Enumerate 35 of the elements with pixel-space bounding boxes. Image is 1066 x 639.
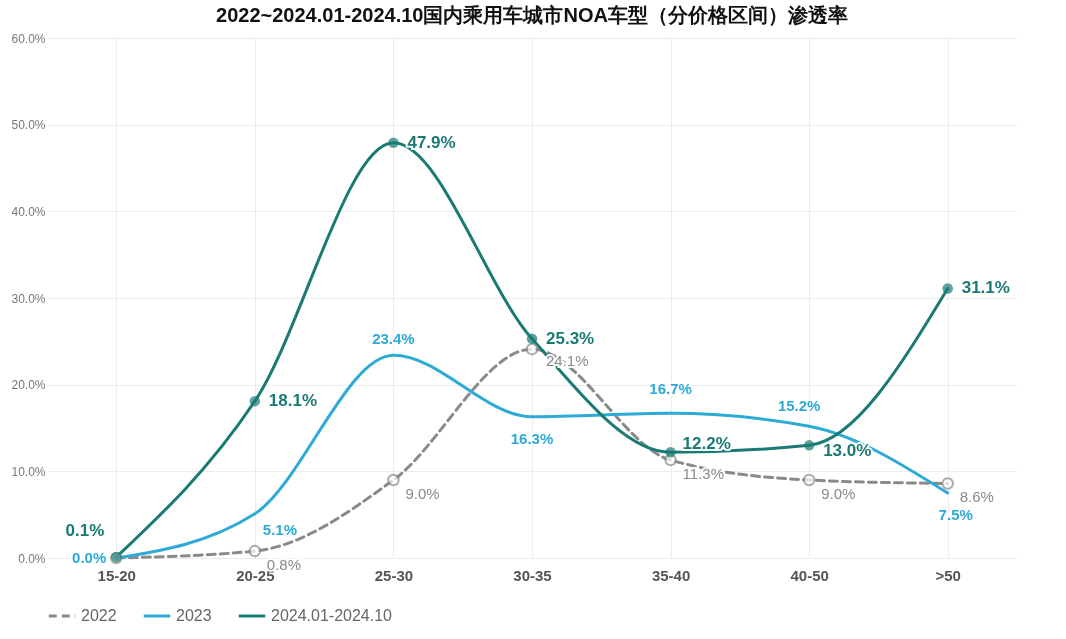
y-tick-label: 30.0%	[11, 291, 46, 306]
data-label: 25.3%	[546, 328, 595, 348]
legend-label: 2022	[81, 607, 117, 624]
data-label: 12.2%	[682, 434, 731, 454]
x-tick-label: 25-30	[374, 566, 414, 584]
data-label: 13.0%	[823, 441, 872, 461]
data-label: 16.3%	[510, 429, 554, 447]
chart-title: 2022~2024.01-2024.10国内乘用车城市NOA车型（分价格区间）渗透率	[216, 4, 848, 26]
data-label: 15.2%	[777, 397, 821, 415]
x-tick-label: 15-20	[97, 566, 136, 584]
legend-label: 2024.01-2024.10	[271, 607, 393, 624]
data-label: 18.1%	[268, 391, 318, 411]
data-label: 31.1%	[961, 278, 1010, 298]
x-tick-label: 30-35	[513, 566, 552, 584]
data-label: 0.0%	[72, 549, 107, 566]
y-tick-label: 40.0%	[11, 204, 46, 219]
data-label: 9.0%	[821, 485, 856, 502]
x-tick-label: 35-40	[651, 566, 691, 584]
data-label: 11.3%	[682, 465, 724, 483]
y-tick-label: 50.0%	[11, 118, 46, 133]
y-tick-label: 20.0%	[11, 378, 46, 393]
data-label: 9.0%	[405, 485, 440, 502]
data-label: 47.9%	[407, 132, 456, 152]
y-tick-label: 10.0%	[11, 464, 46, 479]
data-label: 7.5%	[938, 506, 973, 523]
legend-label: 2023	[176, 607, 212, 624]
data-label: 8.6%	[959, 488, 994, 506]
y-tick-label: 0.0%	[18, 551, 46, 566]
x-tick-label: >50	[935, 566, 961, 584]
data-label: 16.7%	[649, 380, 692, 398]
x-tick-label: 40-50	[790, 566, 829, 584]
y-tick-label: 60.0%	[11, 31, 46, 46]
data-label: 23.4%	[372, 330, 415, 348]
data-label: 5.1%	[262, 520, 298, 538]
data-label: 0.1%	[65, 521, 105, 541]
